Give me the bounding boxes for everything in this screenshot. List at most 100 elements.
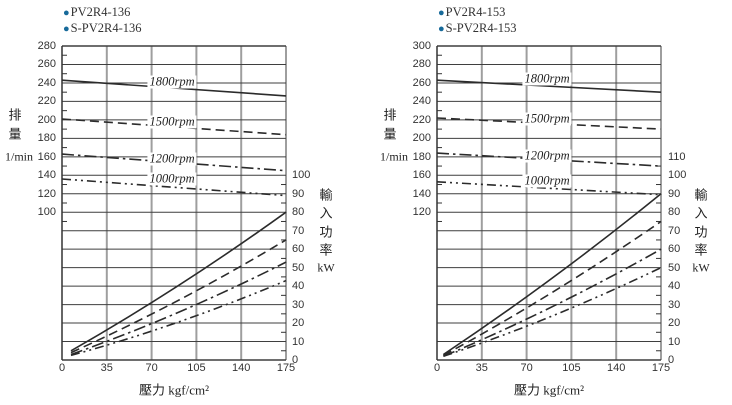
y-left-tick-label: 200: [412, 132, 431, 145]
y-left-tick-label: 280: [412, 58, 431, 71]
curve-label-1000rpm: 1000rpm: [147, 171, 197, 186]
curve-input-power-1800rpm: [442, 193, 662, 356]
x-tick-label: 140: [232, 362, 251, 374]
y-left-tick-label: 180: [37, 132, 56, 145]
model-name: S-PV2R4-136: [70, 21, 142, 35]
curve-input-power-1500rpm: [70, 239, 287, 354]
x-tick-label: 105: [562, 362, 581, 374]
x-tick-label: 35: [475, 362, 488, 374]
curve-input-power-1200rpm: [70, 261, 287, 356]
x-tick-label: 35: [100, 362, 113, 374]
y-right-tick-label: 110: [668, 150, 686, 163]
bullet-icon: ●: [63, 23, 70, 35]
y-right-tick-label: 100: [668, 169, 687, 182]
y-right-tick-label: 50: [292, 261, 305, 274]
y-left-axis-unit: 1/min: [4, 149, 33, 164]
y-left-tick-label: 200: [37, 113, 56, 126]
y-left-tick-label: 160: [37, 150, 56, 163]
y-right-axis-title-char: 率: [319, 242, 333, 258]
y-right-axis-title-char: 輸: [694, 187, 708, 203]
y-right-axis-title-char: 輸: [319, 187, 333, 203]
y-right-tick-label: 100: [292, 169, 311, 182]
model-name: PV2R4-136: [70, 5, 131, 19]
y-left-tick-label: 220: [37, 95, 56, 108]
y-left-axis-title-char: 排: [8, 107, 22, 123]
y-left-tick-label: 100: [37, 206, 56, 219]
y-right-axis-unit: kW: [317, 260, 335, 275]
curve-label-1000rpm: 1000rpm: [522, 173, 572, 188]
y-right-tick-label: 0: [292, 354, 299, 366]
y-right-tick-label: 60: [668, 243, 681, 256]
chart2-title-block: ●PV2R4-153 ●S-PV2R4-153: [438, 5, 517, 37]
curve-input-power-1000rpm: [70, 279, 287, 357]
x-axis-title: 壓力 kgf/cm²: [139, 382, 209, 398]
bullet-icon: ●: [438, 7, 445, 19]
model-name: PV2R4-153: [445, 5, 506, 19]
y-right-tick-label: 10: [292, 335, 305, 348]
y-right-tick-label: 80: [668, 206, 681, 219]
y-left-tick-label: 260: [412, 76, 431, 89]
curve-label-1800rpm: 1800rpm: [147, 74, 197, 89]
curve-label-1800rpm: 1800rpm: [522, 71, 572, 86]
x-tick-label: 0: [58, 362, 66, 374]
y-left-tick-label: 160: [412, 169, 431, 182]
curve-displacement-1200rpm: [436, 152, 662, 167]
bullet-icon: ●: [63, 7, 70, 19]
chart2-title-line1: ●PV2R4-153: [438, 5, 517, 21]
y-right-tick-label: 0: [668, 354, 675, 366]
y-left-axis-title-char: 量: [8, 126, 22, 142]
model-name: S-PV2R4-153: [445, 21, 517, 35]
y-left-axis-unit: 1/min: [379, 149, 408, 164]
curve-input-power-1000rpm: [443, 266, 662, 358]
y-right-tick-label: 90: [668, 187, 681, 200]
x-tick-label: 0: [433, 362, 441, 374]
y-right-tick-label: 10: [668, 335, 681, 348]
chart1-title-line1: ●PV2R4-136: [63, 5, 142, 21]
curve-displacement-1200rpm: [61, 153, 287, 172]
x-tick-label: 175: [276, 362, 296, 374]
y-right-tick-label: 30: [668, 298, 681, 311]
y-right-axis-title-char: 功: [694, 224, 708, 240]
y-left-axis-title-char: 量: [383, 126, 397, 142]
y-right-tick-label: 20: [668, 317, 681, 330]
y-right-tick-label: 20: [292, 317, 305, 330]
bullet-icon: ●: [438, 23, 445, 35]
y-left-tick-label: 120: [412, 206, 431, 219]
curve-displacement-1800rpm: [436, 79, 662, 93]
curve-input-power-1800rpm: [70, 211, 287, 352]
y-left-tick-label: 240: [37, 76, 56, 89]
curve-label-1500rpm: 1500rpm: [522, 111, 572, 126]
x-tick-label: 70: [145, 362, 158, 374]
y-right-axis-title-char: 入: [694, 205, 708, 221]
curve-label-1200rpm: 1200rpm: [522, 148, 572, 163]
y-left-tick-label: 180: [412, 150, 431, 163]
y-left-tick-label: 140: [412, 187, 431, 200]
x-tick-label: 140: [607, 362, 626, 374]
curve-label-1500rpm: 1500rpm: [147, 114, 197, 129]
x-tick-label: 70: [520, 362, 533, 374]
curve-input-power-1200rpm: [443, 248, 662, 358]
y-left-tick-label: 240: [412, 95, 431, 108]
curve-label-1200rpm: 1200rpm: [147, 151, 197, 166]
x-tick-label: 175: [651, 362, 671, 374]
chart1-title-block: ●PV2R4-136 ●S-PV2R4-136: [63, 5, 142, 37]
curve-displacement-1800rpm: [61, 79, 287, 97]
x-tick-label: 105: [187, 362, 206, 374]
chart2-title-line2: ●S-PV2R4-153: [438, 21, 517, 37]
y-right-tick-label: 60: [292, 243, 305, 256]
y-left-tick-label: 280: [37, 40, 56, 52]
y-right-axis-title-char: 入: [319, 205, 333, 221]
y-left-tick-label: 260: [37, 58, 56, 71]
x-axis-title: 壓力 kgf/cm²: [514, 382, 584, 398]
y-right-axis-title-char: 功: [319, 224, 333, 240]
y-right-tick-label: 40: [292, 280, 305, 293]
chart1-title-line2: ●S-PV2R4-136: [63, 21, 142, 37]
y-right-tick-label: 70: [668, 224, 681, 237]
y-right-tick-label: 70: [292, 224, 305, 237]
y-right-tick-label: 80: [292, 206, 305, 219]
y-left-tick-label: 140: [37, 169, 56, 182]
y-right-tick-label: 90: [292, 187, 305, 200]
y-right-tick-label: 40: [668, 280, 681, 293]
